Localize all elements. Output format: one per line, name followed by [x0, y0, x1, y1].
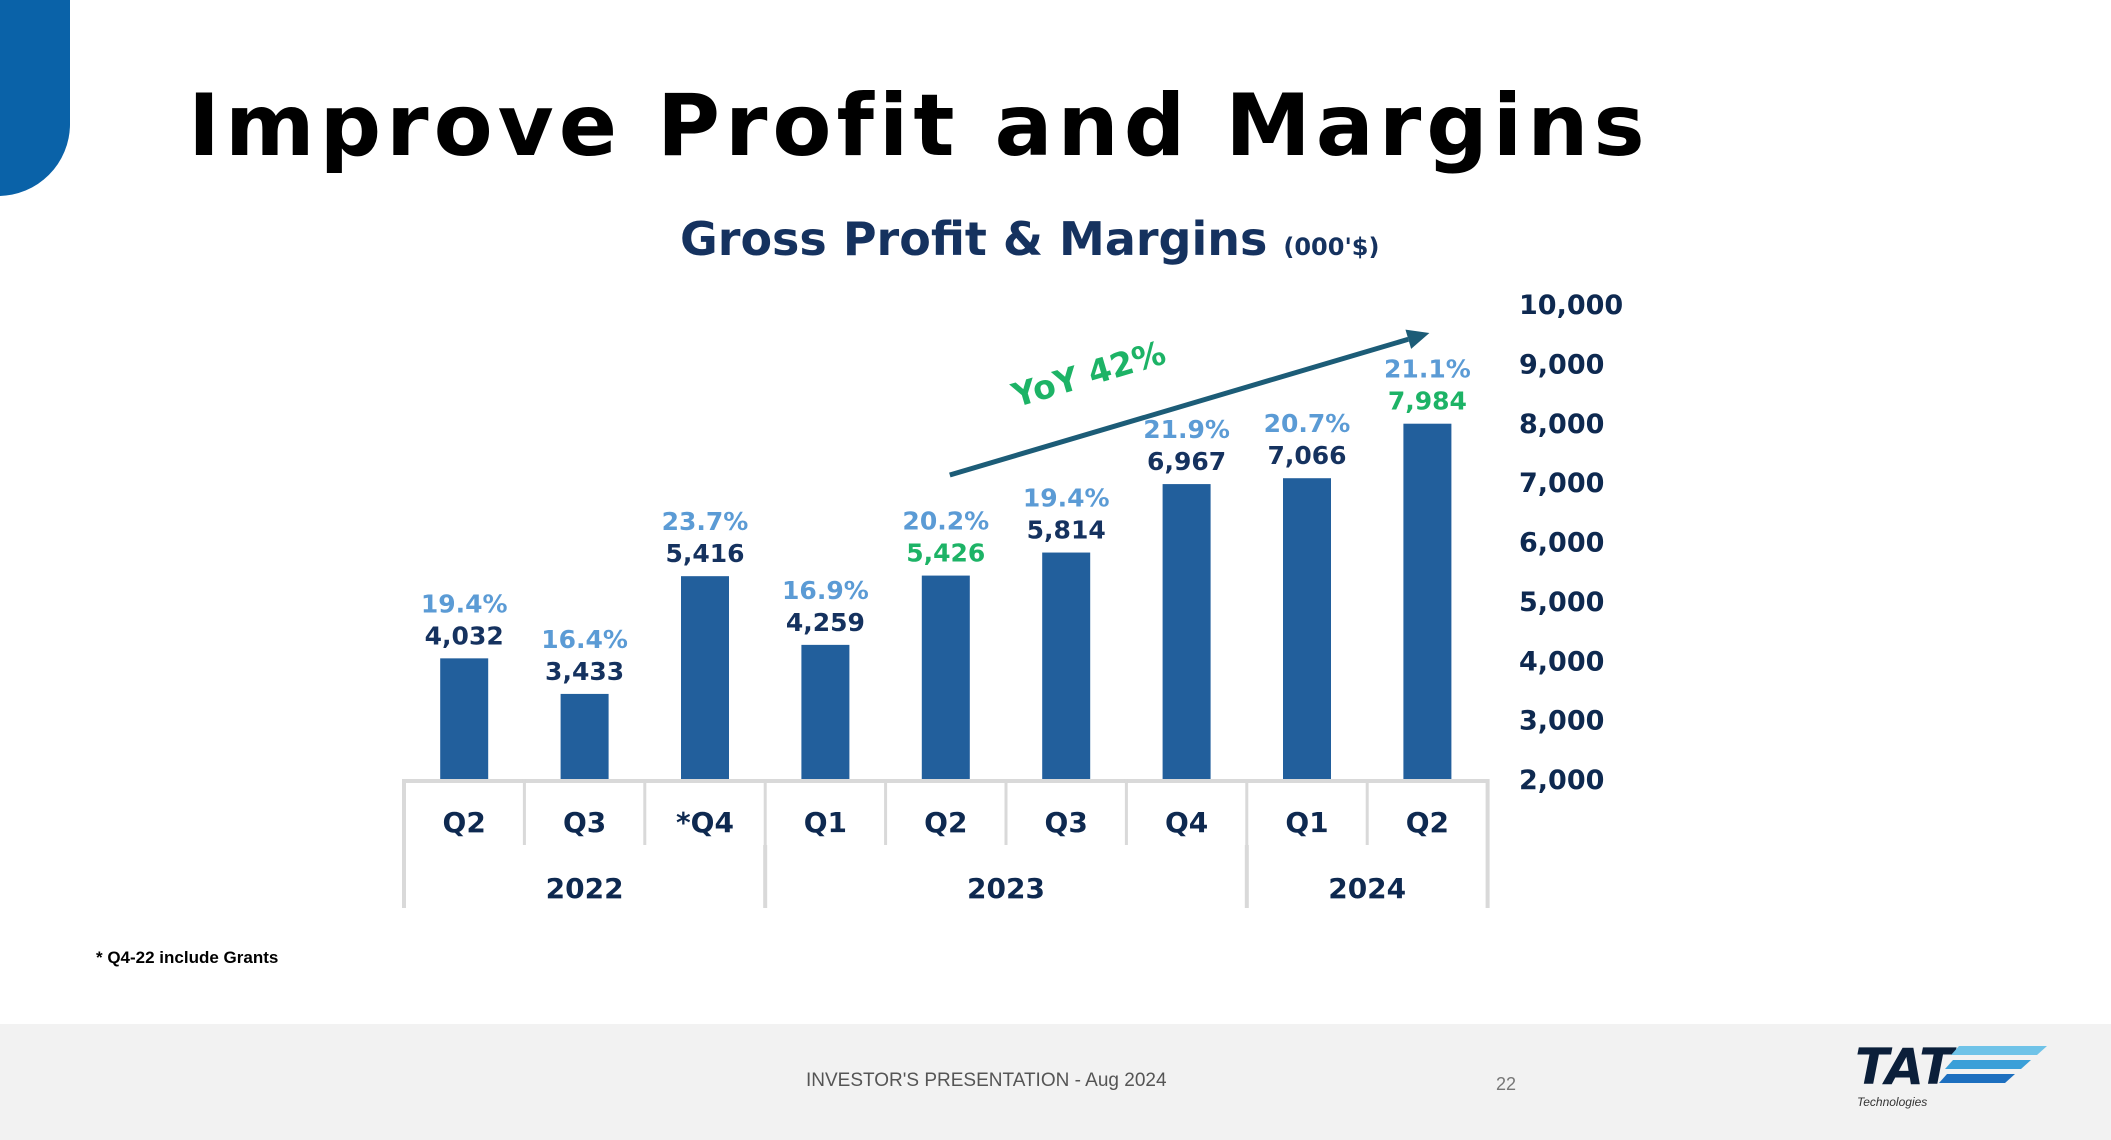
margin-label: 20.2%: [902, 507, 989, 536]
page-number: 22: [1496, 1074, 1517, 1094]
x-tick-label: Q1: [804, 806, 847, 839]
value-label: 5,814: [1027, 516, 1106, 545]
y-tick-label: 10,000: [1519, 290, 1623, 321]
bar: [1162, 484, 1211, 779]
value-label: 3,433: [545, 657, 624, 686]
x-tick-label: Q3: [1045, 806, 1088, 839]
y-tick-label: 3,000: [1519, 706, 1604, 737]
bar: [801, 644, 850, 779]
yoy-arrow-line: [949, 336, 1410, 478]
x-tick-label: Q1: [1285, 806, 1328, 839]
year-label: 2024: [1328, 872, 1406, 905]
y-tick-label: 6,000: [1519, 528, 1604, 559]
footer-presentation-label: INVESTOR'S PRESENTATION - Aug 2024: [806, 1070, 1167, 1091]
chart-unit-label: (000'$): [1283, 233, 1379, 261]
logo-stripe-3: [1939, 1074, 2015, 1083]
bar: [1042, 552, 1091, 779]
footer-bar: [0, 1024, 2111, 1140]
logo-stripe-1: [1951, 1046, 2047, 1055]
footnote: * Q4-22 include Grants: [96, 948, 279, 967]
x-tick-label: Q4: [1165, 806, 1208, 839]
x-tick-label: Q2: [924, 806, 967, 839]
x-tick-label: Q2: [443, 806, 486, 839]
value-label: 7,066: [1267, 441, 1346, 470]
bar: [560, 693, 609, 779]
margin-label: 21.1%: [1384, 355, 1471, 384]
margin-label: 20.7%: [1264, 409, 1351, 438]
bar: [681, 576, 729, 779]
year-label: 2022: [546, 872, 624, 905]
x-tick-label: Q2: [1406, 806, 1449, 839]
value-label: 5,416: [665, 539, 744, 568]
bar: [1283, 478, 1331, 779]
margin-label: 23.7%: [662, 507, 749, 536]
x-tick-label: Q3: [563, 806, 606, 839]
value-label: 6,967: [1147, 447, 1226, 476]
margin-label: 19.4%: [1023, 484, 1110, 513]
y-tick-label: 8,000: [1519, 409, 1604, 440]
bar: [440, 658, 489, 779]
value-label: 7,984: [1388, 387, 1467, 416]
logo-subtext: Technologies: [1857, 1095, 1927, 1109]
bar: [1403, 423, 1452, 779]
tat-logo: TAT Technologies: [1855, 1042, 2047, 1109]
logo-stripe-2: [1945, 1060, 2031, 1069]
y-tick-label: 9,000: [1519, 349, 1604, 380]
margin-label: 21.9%: [1143, 415, 1230, 444]
value-label: 4,032: [425, 621, 504, 650]
yoy-arrow-head: [1405, 329, 1430, 349]
margin-label: 16.4%: [541, 625, 628, 654]
margin-label: 16.9%: [782, 576, 869, 605]
chart-title-main: Gross Profit & Margins: [680, 212, 1267, 266]
logo-text: TAT: [1855, 1042, 1957, 1096]
chart-title: Gross Profit & Margins (000'$): [680, 212, 1379, 266]
slide-title: Improve Profit and Margins: [188, 76, 1650, 176]
yoy-annotation: YoY 42%: [1007, 333, 1170, 416]
y-tick-label: 7,000: [1519, 468, 1604, 499]
y-tick-label: 4,000: [1519, 646, 1604, 677]
y-tick-label: 5,000: [1519, 587, 1604, 618]
x-tick-label: *Q4: [676, 806, 734, 839]
year-label: 2023: [967, 872, 1045, 905]
margin-label: 19.4%: [421, 589, 508, 618]
bar: [921, 575, 970, 779]
y-tick-label: 2,000: [1519, 765, 1604, 796]
value-label: 4,259: [786, 608, 865, 637]
value-label: 5,426: [906, 539, 985, 568]
